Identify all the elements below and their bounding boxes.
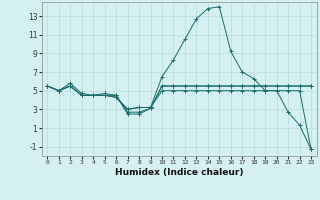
X-axis label: Humidex (Indice chaleur): Humidex (Indice chaleur) xyxy=(115,168,244,177)
